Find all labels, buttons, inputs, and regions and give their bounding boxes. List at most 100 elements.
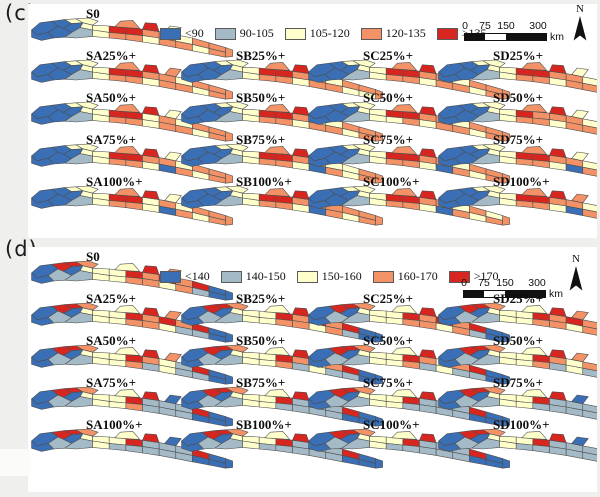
subbasin-cell [142,65,159,74]
basin-map-svg [433,341,597,389]
scale-tick-label: 75 [479,20,491,32]
subbasin-cell [533,160,550,168]
map-sc100pctplus: SC100%+ [303,174,511,231]
map-label-sb50pctplus: SB50%+ [236,333,286,348]
legend-item-120-135: 120-135 [360,26,426,41]
legend-swatch-140-150 [220,270,242,283]
subbasin-cell [572,110,589,119]
subbasin-cell [419,434,436,443]
subbasin-cell [126,403,143,411]
subbasin-cell [583,452,597,462]
subbasin-cell [572,194,589,203]
subbasin-cell [419,191,436,200]
subbasin-cell [376,90,383,100]
subbasin-cell [76,345,98,352]
panel-d: <140 140-150 150-160 160-170 >170 0 75 150 300 km… [28,247,597,492]
subbasin-cell [109,32,126,39]
subbasin-cell [572,152,589,161]
subbasin-cell [522,146,547,154]
subbasin-cell [115,20,140,28]
subbasin-cell [386,317,403,324]
subbasin-cell [533,76,550,84]
subbasin-cell [483,102,505,109]
subbasin-cell [522,188,547,196]
map-sd75pctplus: SD75%+ [433,132,597,189]
map-label-sd25pctplus: SD25%+ [493,48,544,63]
subbasin-cell [109,116,126,123]
north-label: N [572,253,580,265]
subbasin-cell [126,34,143,42]
legend-swatch-160-170 [372,270,394,283]
subbasin-cell [76,18,98,25]
subbasin-cell [265,305,290,313]
subbasin-cell [353,60,375,67]
legend-swatch--90 [160,27,181,40]
subbasin-cell [226,345,248,352]
legend-swatch-105-120 [284,27,306,40]
subbasin-cell [115,104,140,112]
subbasin-cell [142,350,159,359]
subbasin-cell [516,200,533,207]
map-s0: S0 [28,6,234,63]
subbasin-cell [549,65,566,74]
subbasin-cell [109,443,126,450]
subbasin-cell [483,345,505,352]
scale-bar-ticks: 0 75 150 300 [461,277,546,289]
subbasin-cell [353,345,375,352]
subbasin-cell [392,188,417,196]
north-label: N [576,4,584,15]
map-s0: S0 [28,249,234,306]
subbasin-cell [115,62,140,70]
subbasin-cell [226,186,248,193]
map-sc50pctplus: SC50%+ [303,90,511,147]
map-label-sa100pctplus: SA100%+ [86,417,143,432]
subbasin-cell [265,347,290,355]
map-label-sc25pctplus: SC25%+ [363,48,414,63]
subbasin-cell [572,395,589,404]
subbasin-cell [226,459,233,469]
north-arrow: N [572,4,588,42]
subbasin-cell [142,149,159,158]
subbasin-cell [126,118,143,126]
subbasin-cell [115,389,140,397]
scale-bar-segment [464,291,484,297]
basin-map-svg [303,98,511,146]
legend-d: <140 140-150 150-160 160-170 >170 [160,269,499,284]
legend-item--90: <90 [160,26,204,41]
subbasin-cell [265,188,290,196]
scale-tick-label: 0 [461,277,467,289]
subbasin-cell [76,303,98,310]
map-label-sa75pctplus: SA75%+ [86,375,137,390]
subbasin-cell [403,361,420,369]
subbasin-cell [522,431,547,439]
map-label-sb25pctplus: SB25%+ [236,48,286,63]
basin-map-svg [28,56,234,104]
basin-map-svg [433,56,597,104]
legend-label-text: >170 [473,269,499,283]
subbasin-cell [376,333,383,343]
subbasin-cell [503,459,510,469]
basin-map-svg [28,14,234,62]
subbasin-cell [549,350,566,359]
subbasin-cell [226,417,233,427]
subbasin-cell [142,308,159,317]
subbasin-cell [265,62,290,70]
subbasin-cell [265,104,290,112]
subbasin-cell [522,347,547,355]
subbasin-cell [109,158,126,165]
subbasin-cell [259,443,276,450]
subbasin-cell [503,375,510,385]
subbasin-cell [226,48,233,58]
legend-label-text: 150-160 [321,269,362,283]
subbasin-cell [419,65,436,74]
subbasin-cell [403,403,420,411]
map-sc25pctplus: SC25%+ [303,291,511,348]
subbasin-cell [376,174,383,184]
basin-map-svg [176,98,384,146]
basin-map-svg [433,182,597,230]
subbasin-cell [572,311,589,320]
subbasin-cell [503,216,510,226]
legend-swatch-90-105 [214,27,236,40]
basin-map-svg [28,257,234,305]
subbasin-cell [226,144,248,151]
